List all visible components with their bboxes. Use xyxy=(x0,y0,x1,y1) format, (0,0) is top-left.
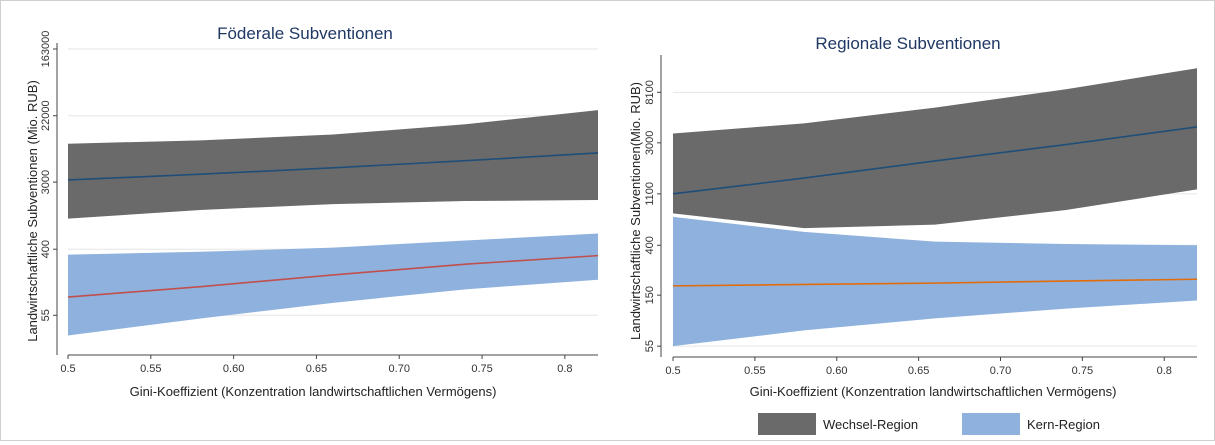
legend: Wechsel-Region Kern-Region xyxy=(758,413,1100,435)
x-tick-label: 0.55 xyxy=(140,363,161,375)
x-tick-label: 0.60 xyxy=(223,363,244,375)
plot-area-regional: 55 150 400 1100 3000 8100 0.5 0.55 0.60 0.65 0.70 0… xyxy=(644,55,1198,377)
y-tick-label: 55 xyxy=(644,340,656,352)
x-tick-label: 0.8 xyxy=(1157,365,1172,377)
legend-swatch-kern xyxy=(962,413,1020,435)
x-tick-label: 0.60 xyxy=(826,365,847,377)
confidence-band-kern-region xyxy=(673,216,1197,347)
fit-line-wechsel-region xyxy=(67,152,599,181)
y-tick-label: 163000 xyxy=(40,31,52,68)
x-tick-label: 0.75 xyxy=(1072,365,1093,377)
fit-line-kern-region xyxy=(67,254,599,298)
chart-title-federal: Föderale Subventionen xyxy=(217,24,393,43)
legend-swatch-wechsel xyxy=(758,413,816,435)
y-tick-label: 3000 xyxy=(40,170,52,194)
x-tick-label: 0.65 xyxy=(306,363,327,375)
x-tick-label: 0.75 xyxy=(471,363,492,375)
legend-label-wechsel: Wechsel-Region xyxy=(823,417,918,432)
y-tick-label: 400 xyxy=(40,240,52,258)
y-tick-label: 22000 xyxy=(40,100,52,131)
x-axis-label-regional: Gini-Koeffizient (Konzentration landwirt… xyxy=(750,384,1117,399)
y-tick-label: 3000 xyxy=(644,131,656,155)
x-axis-label-federal: Gini-Koeffizient (Konzentration landwirt… xyxy=(130,384,497,399)
x-tick-label: 0.65 xyxy=(908,365,929,377)
y-tick-label: 150 xyxy=(644,286,656,304)
chart-title-regional: Regionale Subventionen xyxy=(815,34,1000,53)
confidence-band-kern-region xyxy=(68,233,598,336)
x-tick-label: 0.70 xyxy=(990,365,1011,377)
plot-area-federal: 55 400 3000 22000 163000 0.5 0.55 0.60 0.65 0.70 0… xyxy=(40,31,599,375)
fit-line-wechsel-region xyxy=(672,126,1198,195)
confidence-band-wechsel-region xyxy=(68,110,598,219)
y-axis-label-federal: Landwirtschaftliche Subventionen (Mio. R… xyxy=(25,80,40,342)
y-tick-label: 8100 xyxy=(644,80,656,104)
y-tick-label: 400 xyxy=(644,236,656,254)
x-tick-label: 0.55 xyxy=(744,365,765,377)
y-tick-label: 1100 xyxy=(644,182,656,206)
legend-label-kern: Kern-Region xyxy=(1027,417,1100,432)
x-tick-label: 0.8 xyxy=(557,363,572,375)
confidence-band-wechsel-region xyxy=(673,68,1197,229)
x-tick-label: 0.70 xyxy=(389,363,410,375)
y-tick-label: 55 xyxy=(40,309,52,321)
x-tick-label: 0.5 xyxy=(665,365,680,377)
y-axis-label-regional: Landwirtschaftliche Subventionen(Mio. RU… xyxy=(628,82,643,340)
x-tick-label: 0.5 xyxy=(60,363,75,375)
fit-line-kern-region xyxy=(672,278,1198,287)
